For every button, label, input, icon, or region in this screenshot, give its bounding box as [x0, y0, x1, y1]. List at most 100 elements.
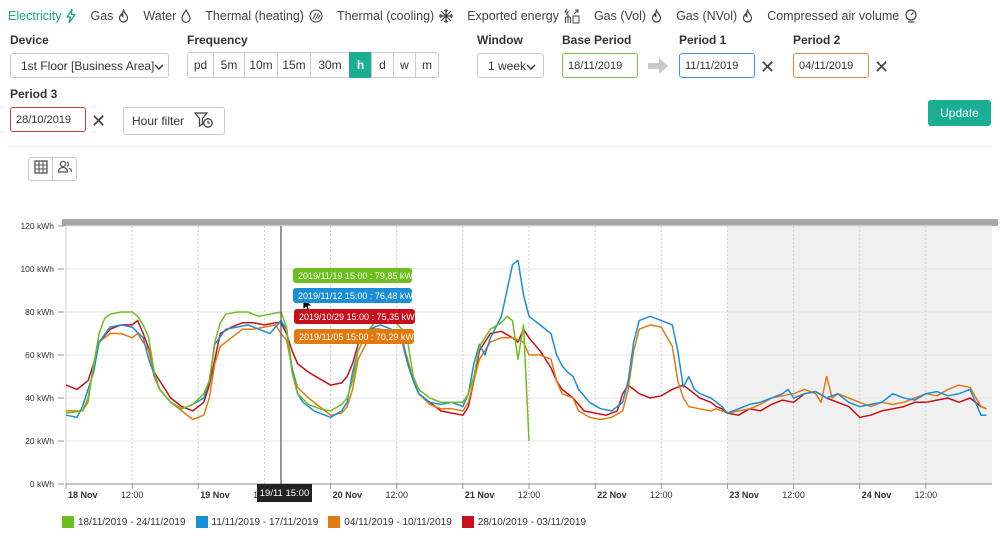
legend-item[interactable]: 04/11/2019 - 10/11/2019	[328, 516, 452, 528]
base-period-label: Base Period	[562, 33, 632, 47]
chart-tooltip: 2019/11/05 15:00 : 70,29 kWh	[294, 329, 419, 344]
update-button[interactable]: Update	[928, 100, 991, 126]
drop-icon	[181, 9, 191, 23]
frequency-button-h[interactable]: h	[349, 52, 372, 78]
period-3-value: 28/10/2019	[16, 113, 72, 126]
hour-filter-button[interactable]: Hour filter	[123, 107, 225, 135]
consumption-line-chart[interactable]: 0 kWh 20 kWh 40 kWh 60 kWh 80 kWh 100 kWh 120 …	[0, 212, 1000, 512]
frequency-button-15m[interactable]: 15m	[277, 52, 311, 78]
clear-period-3-icon[interactable]: ✕	[91, 111, 107, 131]
tab-label: Electricity	[8, 9, 62, 23]
clear-period-1-icon[interactable]: ✕	[760, 57, 776, 77]
export-energy-icon	[564, 8, 580, 24]
tab-label: Gas (NVol)	[676, 9, 738, 23]
flame-icon	[118, 9, 129, 23]
base-period-value: 18/11/2019	[568, 59, 623, 72]
series-line	[65, 311, 530, 442]
x-tick-label: 24 Nov	[862, 490, 892, 500]
period-1-value: 11/11/2019	[685, 59, 739, 72]
frequency-button-30m[interactable]: 30m	[310, 52, 350, 78]
chart-tooltip: 2019/11/19 15:00 : 79,85 kWh	[293, 268, 418, 283]
period-2-input[interactable]: 04/11/2019	[793, 53, 869, 78]
tab-gas[interactable]: Gas	[90, 9, 129, 23]
period-3-input[interactable]: 28/10/2019	[10, 107, 86, 132]
tab-label: Exported energy	[467, 9, 559, 23]
y-tick-label: 20 kWh	[25, 436, 54, 446]
filter-clock-icon	[193, 111, 214, 132]
y-tick-label: 80 kWh	[25, 307, 54, 317]
tab-label: Gas	[90, 9, 114, 23]
chart-navigator-bar	[62, 219, 998, 226]
window-label: Window	[477, 33, 523, 47]
frequency-button-group: pd 5m 10m 15m 30m h d w m	[187, 52, 439, 78]
period-3-label: Period 3	[10, 87, 58, 101]
frequency-button-w[interactable]: w	[393, 52, 416, 78]
frequency-button-5m[interactable]: 5m	[213, 52, 245, 78]
legend-item[interactable]: 18/11/2019 - 24/11/2019	[62, 516, 186, 528]
x-tick-label: 18 Nov	[68, 490, 98, 500]
x-tick-label: 12:00	[782, 490, 805, 500]
tab-water[interactable]: Water	[143, 9, 191, 23]
x-tick-label: 12:00	[650, 490, 673, 500]
tab-electricity[interactable]: Electricity	[8, 9, 77, 23]
period-1-label: Period 1	[679, 33, 727, 47]
users-view-button[interactable]	[52, 157, 77, 181]
period-1-input[interactable]: 11/11/2019	[679, 53, 755, 78]
frequency-button-pd[interactable]: pd	[187, 52, 214, 78]
legend-item[interactable]: 28/10/2019 - 03/11/2019	[461, 516, 587, 528]
hour-filter-label: Hour filter	[132, 114, 185, 128]
series-line	[65, 259, 987, 419]
tab-gas-vol[interactable]: Gas (Vol)	[594, 9, 662, 23]
gauge-icon	[904, 9, 918, 23]
y-tick-label: 120 kWh	[20, 221, 54, 231]
tab-label: Compressed air volume	[767, 9, 900, 23]
x-tick-label: 20 Nov	[333, 490, 363, 500]
period-2-label: Period 2	[793, 33, 841, 47]
chevron-down-icon	[526, 59, 536, 73]
chevron-down-icon	[154, 59, 164, 73]
grid-icon	[33, 159, 48, 179]
flame-icon	[742, 9, 753, 23]
clear-period-2-icon[interactable]: ✕	[874, 57, 890, 77]
chart-tooltip: 2019/10/29 15:00 : 75,35 kWh	[294, 309, 420, 324]
tab-thermal-cooling[interactable]: Thermal (cooling)	[336, 9, 454, 23]
bolt-icon	[66, 9, 77, 23]
device-select[interactable]: 1st Floor [Business Area]	[10, 53, 169, 78]
tab-label: Thermal (heating)	[205, 9, 304, 23]
device-select-value: 1st Floor [Business Area]	[21, 58, 155, 73]
x-tick-label: 12:00	[915, 490, 938, 500]
period-2-value: 04/11/2019	[799, 59, 854, 72]
device-label: Device	[10, 33, 49, 47]
tab-label: Thermal (cooling)	[336, 9, 435, 23]
x-tick-label: 12:00	[385, 490, 408, 500]
heat-coil-icon	[309, 9, 323, 23]
tab-compressed-air-volume[interactable]: Compressed air volume	[767, 9, 918, 23]
legend-label: 11/11/2019 - 17/11/2019	[211, 516, 319, 528]
frequency-button-10m[interactable]: 10m	[244, 52, 278, 78]
frequency-button-d[interactable]: d	[371, 52, 394, 78]
legend-swatch	[328, 516, 341, 528]
x-tick-label: 12:00	[121, 490, 144, 500]
tab-thermal-heating[interactable]: Thermal (heating)	[205, 9, 323, 23]
legend-label: 04/11/2019 - 10/11/2019	[344, 516, 452, 528]
tab-label: Gas (Vol)	[593, 9, 647, 23]
window-select-value: 1 week	[488, 58, 527, 73]
tab-gas-nvol[interactable]: Gas (NVol)	[676, 9, 753, 23]
x-tick-label: 12:00	[518, 490, 541, 500]
x-tick-label: 22 Nov	[597, 490, 627, 500]
window-select[interactable]: 1 week	[477, 53, 544, 78]
y-tick-label: 60 kWh	[25, 350, 54, 360]
arrow-right-icon	[647, 57, 669, 80]
users-icon	[57, 160, 73, 179]
x-tick-label: 21 Nov	[465, 490, 495, 500]
legend-label: 28/10/2019 - 03/11/2019	[477, 516, 587, 528]
cursor-time-label: 19/11 15:00	[257, 484, 312, 502]
legend-item[interactable]: 11/11/2019 - 17/11/2019	[195, 516, 319, 528]
divider	[8, 146, 992, 147]
table-view-button[interactable]	[28, 157, 53, 181]
frequency-button-m[interactable]: m	[415, 52, 439, 78]
legend-label: 18/11/2019 - 24/11/2019	[78, 516, 186, 528]
x-tick-label: 23 Nov	[729, 490, 759, 500]
base-period-input[interactable]: 18/11/2019	[562, 53, 638, 78]
tab-exported-energy[interactable]: Exported energy	[467, 8, 580, 24]
